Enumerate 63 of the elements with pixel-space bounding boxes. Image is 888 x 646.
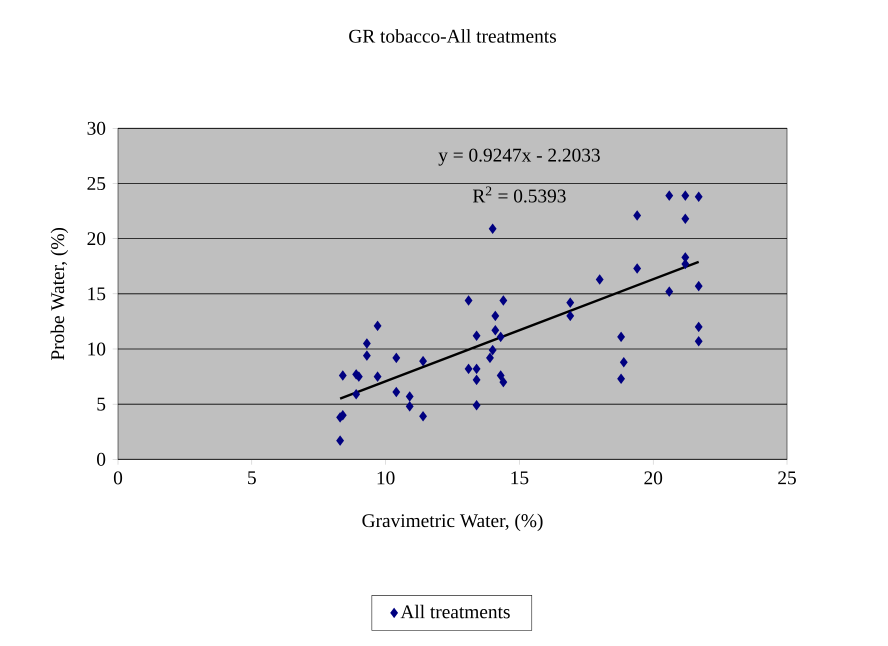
point bbox=[496, 370, 505, 381]
point bbox=[665, 190, 674, 201]
point bbox=[419, 411, 427, 422]
point bbox=[392, 386, 400, 398]
point bbox=[352, 389, 360, 400]
point bbox=[363, 350, 371, 361]
point bbox=[617, 374, 625, 384]
point bbox=[419, 356, 427, 366]
point bbox=[694, 322, 703, 332]
chart-title: GR tobacco-All treatments bbox=[349, 29, 556, 43]
x-tick-label: 0 bbox=[114, 471, 122, 484]
y-tick-label: 20 bbox=[87, 232, 106, 246]
y-axis-title: Probe Water, (%) bbox=[50, 228, 68, 360]
point bbox=[499, 377, 508, 388]
point bbox=[472, 400, 480, 410]
point bbox=[665, 286, 674, 297]
point bbox=[499, 295, 508, 306]
point bbox=[566, 310, 574, 321]
point bbox=[694, 336, 703, 346]
legend-label: All treatments bbox=[400, 604, 510, 618]
x-tick-label: 20 bbox=[644, 471, 662, 484]
point bbox=[486, 352, 494, 363]
y-tick-label: 15 bbox=[88, 287, 106, 300]
point bbox=[336, 436, 344, 446]
point bbox=[406, 401, 414, 412]
point bbox=[363, 338, 371, 349]
point bbox=[374, 372, 382, 382]
y-tick-label: 30 bbox=[88, 122, 106, 135]
annotation: R$^{2}$ = 0.5393 bbox=[472, 186, 566, 203]
point bbox=[496, 332, 505, 342]
point bbox=[681, 214, 690, 224]
point bbox=[464, 295, 472, 306]
x-tick-label: 25 bbox=[778, 471, 796, 484]
point bbox=[338, 370, 347, 381]
point bbox=[374, 320, 382, 331]
point bbox=[566, 298, 574, 308]
annotation: y = 0.9247x - 2.2033 bbox=[438, 148, 600, 166]
point bbox=[694, 192, 703, 202]
x-tick-label: 15 bbox=[511, 471, 528, 484]
point bbox=[472, 330, 480, 341]
x-tick-label: 10 bbox=[378, 471, 395, 484]
point bbox=[617, 332, 625, 342]
y-tick-label: 25 bbox=[87, 177, 106, 190]
point bbox=[491, 325, 500, 336]
point bbox=[596, 274, 604, 285]
point bbox=[472, 374, 480, 385]
point bbox=[464, 364, 472, 374]
y-tick-label: 5 bbox=[97, 398, 106, 411]
point bbox=[488, 224, 497, 234]
point bbox=[633, 210, 642, 221]
y-tick-label: 0 bbox=[97, 452, 106, 466]
point bbox=[488, 345, 497, 356]
point bbox=[406, 391, 414, 402]
point bbox=[392, 352, 400, 363]
point bbox=[633, 263, 642, 274]
point bbox=[694, 281, 703, 292]
point bbox=[620, 357, 628, 368]
x-axis-title: Gravimetric Water, (%) bbox=[362, 514, 543, 532]
point bbox=[472, 364, 480, 374]
point bbox=[681, 190, 690, 201]
y-tick-label: 10 bbox=[88, 342, 106, 356]
x-tick-label: 5 bbox=[248, 471, 256, 484]
point bbox=[491, 310, 500, 321]
